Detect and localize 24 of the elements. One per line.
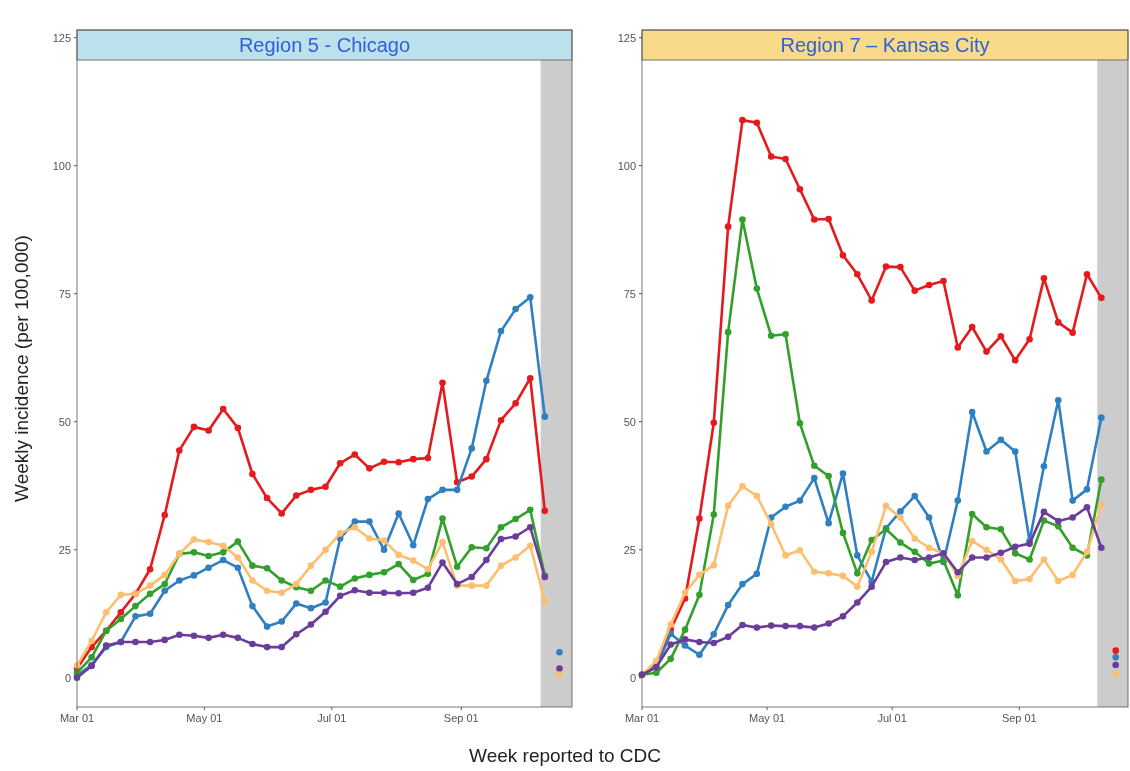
chart-title: Region 7 – Kansas City bbox=[780, 34, 990, 56]
y-tick-label: 100 bbox=[52, 159, 71, 172]
x-tick-label: Jul 01 bbox=[317, 712, 347, 724]
x-tick-label: Sep 01 bbox=[1001, 712, 1037, 724]
x-tick-label: Sep 01 bbox=[443, 712, 479, 724]
y-tick-label: 50 bbox=[623, 415, 636, 428]
y-tick-label: 100 bbox=[617, 159, 636, 172]
y-tick-label: 25 bbox=[623, 543, 636, 556]
y-tick-label: 125 bbox=[52, 31, 71, 44]
x-tick-label: May 01 bbox=[749, 712, 786, 724]
y-tick-label: 25 bbox=[58, 543, 71, 556]
y-tick-label: 75 bbox=[58, 287, 71, 300]
chart-title: Region 5 - Chicago bbox=[238, 34, 411, 56]
y-axis-title: Weekly incidence (per 100,000) bbox=[11, 235, 32, 502]
y-tick-label: 75 bbox=[623, 287, 636, 300]
y-tick-label: 0 bbox=[629, 671, 636, 684]
y-tick-label: 50 bbox=[58, 415, 71, 428]
x-tick-label: Mar 01 bbox=[59, 712, 95, 724]
x-axis-title: Week reported to CDC bbox=[469, 745, 661, 766]
y-tick-label: 0 bbox=[64, 671, 71, 684]
x-tick-label: May 01 bbox=[186, 712, 223, 724]
x-tick-label: Jul 01 bbox=[877, 712, 907, 724]
x-tick-label: Mar 01 bbox=[624, 712, 660, 724]
y-tick-label: 125 bbox=[617, 31, 636, 44]
